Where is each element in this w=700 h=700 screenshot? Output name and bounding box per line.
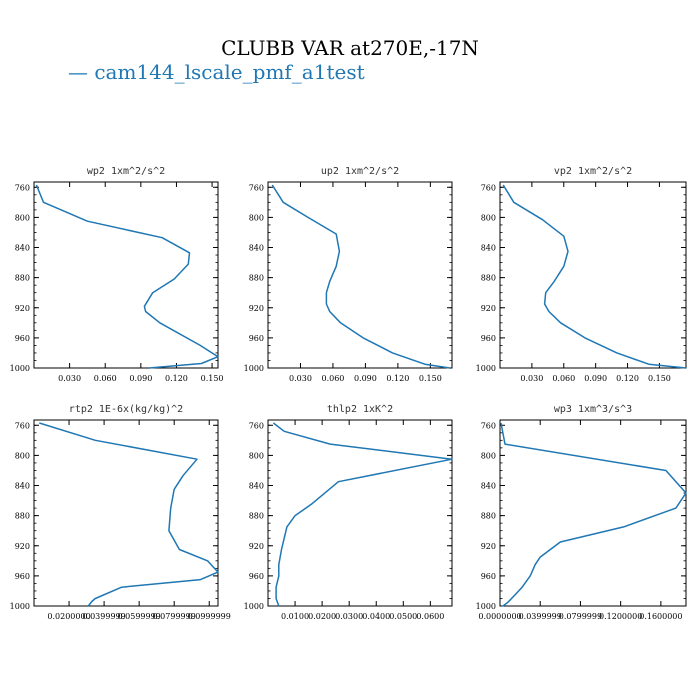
y-tick-label: 960: [15, 334, 30, 343]
x-tick-label: 0.120: [165, 374, 188, 383]
series-line: [272, 422, 453, 607]
y-tick-label: 760: [15, 421, 30, 430]
x-tick-label: 0.1600000: [639, 612, 682, 621]
y-tick-label: 960: [249, 572, 264, 581]
panel-title: rtp2 1E-6x(kg/kg)^2: [69, 404, 183, 415]
y-tick-label: 800: [15, 451, 30, 460]
x-tick-label: 0.060: [552, 374, 575, 383]
y-tick-label: 920: [481, 542, 496, 551]
panel-frame: [267, 419, 453, 607]
series-line: [502, 184, 687, 369]
y-tick-label: 840: [249, 244, 264, 253]
panel-frame: [33, 181, 219, 369]
x-tick-label: 0.120: [386, 374, 409, 383]
panel-frame: [499, 419, 687, 607]
legend-label: cam144_lscale_pmf_a1test: [94, 60, 365, 84]
x-tick-label: 0.060: [94, 374, 117, 383]
y-tick-label: 880: [249, 274, 264, 283]
y-tick-label: 880: [15, 274, 30, 283]
y-tick-label: 840: [15, 244, 30, 253]
x-tick-label: 0.0799999: [153, 612, 196, 621]
y-tick-label: 880: [481, 512, 496, 521]
y-tick-label: 1000: [476, 602, 496, 611]
y-tick-label: 1000: [476, 364, 496, 373]
y-tick-label: 1000: [244, 602, 264, 611]
y-tick-label: 760: [249, 421, 264, 430]
panel-frame: [33, 419, 219, 607]
panel-title: vp2 1xm^2/s^2: [554, 166, 632, 177]
x-tick-label: 0.060: [321, 374, 344, 383]
panel-frame: [267, 181, 453, 369]
y-tick-label: 840: [481, 482, 496, 491]
panel-title: wp3 1xm^3/s^3: [554, 404, 632, 415]
x-tick-label: 0.030: [58, 374, 81, 383]
y-tick-label: 800: [249, 451, 264, 460]
y-tick-label: 920: [15, 304, 30, 313]
y-tick-label: 920: [249, 304, 264, 313]
x-tick-label: 0.090: [129, 374, 152, 383]
series-line: [39, 422, 219, 607]
x-tick-label: 0.0799999: [559, 612, 602, 621]
series-line: [35, 184, 219, 369]
y-tick-label: 1000: [10, 602, 30, 611]
x-tick-label: 0.0200: [308, 612, 336, 621]
y-tick-label: 760: [481, 421, 496, 430]
x-tick-label: 0.120: [616, 374, 639, 383]
x-tick-label: 0.0200000: [47, 612, 90, 621]
y-tick-label: 920: [481, 304, 496, 313]
y-tick-label: 760: [481, 183, 496, 192]
x-tick-label: 0.0600: [416, 612, 444, 621]
y-tick-label: 760: [249, 183, 264, 192]
y-tick-label: 920: [15, 542, 30, 551]
y-tick-label: 960: [481, 334, 496, 343]
y-tick-label: 840: [15, 482, 30, 491]
legend-line-marker: —: [68, 60, 95, 84]
x-tick-label: 0.0400: [362, 612, 390, 621]
figure-title: CLUBB VAR at270E,-17N: [221, 36, 479, 60]
y-tick-label: 920: [249, 542, 264, 551]
y-tick-label: 1000: [244, 364, 264, 373]
x-tick-label: 0.090: [584, 374, 607, 383]
y-tick-label: 880: [481, 274, 496, 283]
panel-title: thlp2 1xK^2: [327, 404, 393, 415]
x-tick-label: 0.090: [354, 374, 377, 383]
y-tick-label: 760: [15, 183, 30, 192]
x-tick-label: 0.1200000: [599, 612, 642, 621]
y-tick-label: 800: [481, 451, 496, 460]
y-tick-label: 880: [15, 512, 30, 521]
legend-entry: — cam144_lscale_pmf_a1test: [68, 60, 365, 84]
x-tick-label: 0.0000000: [478, 612, 521, 621]
y-tick-label: 800: [249, 213, 264, 222]
y-tick-label: 800: [481, 213, 496, 222]
x-tick-label: 0.0399999: [82, 612, 125, 621]
x-tick-label: 0.0999999: [188, 612, 231, 621]
x-tick-label: 0.0100: [281, 612, 309, 621]
x-tick-label: 0.030: [520, 374, 543, 383]
y-tick-label: 960: [15, 572, 30, 581]
y-tick-label: 880: [249, 512, 264, 521]
x-tick-label: 0.0599999: [118, 612, 161, 621]
x-tick-label: 0.150: [648, 374, 671, 383]
series-line: [271, 184, 450, 369]
panel-frame: [499, 181, 687, 369]
x-tick-label: 0.150: [419, 374, 442, 383]
y-tick-label: 840: [249, 482, 264, 491]
x-tick-label: 0.0500: [389, 612, 417, 621]
y-tick-label: 960: [481, 572, 496, 581]
panel-title: wp2 1xm^2/s^2: [87, 166, 165, 177]
x-tick-label: 0.0399999: [519, 612, 562, 621]
x-tick-label: 0.0300: [335, 612, 363, 621]
x-tick-label: 0.030: [289, 374, 312, 383]
y-tick-label: 1000: [10, 364, 30, 373]
panel-title: up2 1xm^2/s^2: [321, 166, 399, 177]
y-tick-label: 960: [249, 334, 264, 343]
y-tick-label: 800: [15, 213, 30, 222]
y-tick-label: 840: [481, 244, 496, 253]
x-tick-label: 0.150: [201, 374, 224, 383]
series-line: [500, 422, 687, 607]
